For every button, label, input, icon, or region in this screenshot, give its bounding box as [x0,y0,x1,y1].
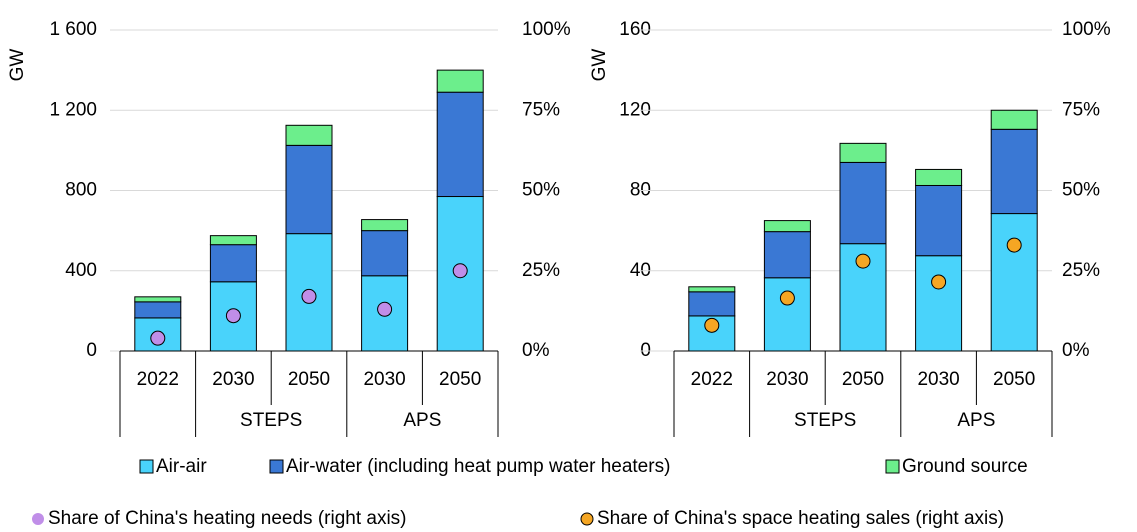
bar-segment [285,124,333,146]
legend-label: Share of China's heating needs (right ax… [48,508,407,529]
bar-segment [436,91,484,198]
share-point [1006,237,1022,253]
x-tick-label: 2030 [917,369,959,390]
y2-tick-label: 0% [522,340,550,361]
bar-segment [361,219,409,232]
share-point [931,274,947,290]
bar-segment [763,231,811,279]
category-group-label: APS [403,410,441,431]
legend-swatch [885,459,900,474]
y2-tick-label: 25% [522,260,560,281]
share-point [225,308,241,324]
y2-tick-label: 25% [1062,260,1100,281]
y2-tick-label: 50% [522,180,560,201]
bar-segment [763,220,811,233]
bar-segment [990,109,1038,130]
bar-segment [915,255,963,352]
legend-swatch [139,459,154,474]
y-tick-label: 120 [619,99,651,120]
bar-segment [134,301,182,319]
bar-segment [436,69,484,93]
y-tick-label: 0 [86,340,97,361]
x-tick-label: 2022 [137,369,179,390]
share-point [377,301,393,317]
share-point [779,290,795,306]
y-tick-label: 1 600 [49,19,97,40]
bar-segment [839,142,887,163]
x-tick-label: 2030 [766,369,808,390]
x-tick-label: 2050 [842,369,884,390]
category-group-label: STEPS [240,410,302,431]
bar-segment [990,128,1038,215]
legend-swatch [269,459,284,474]
legend-label: Air-air [156,456,207,477]
legend-dot [580,512,594,526]
bar-segment [915,168,963,186]
x-tick-label: 2050 [439,369,481,390]
share-point [452,263,468,279]
legend-label: Air-water (including heat pump water hea… [286,456,670,477]
legend-dot [32,513,44,525]
bar-segment [285,144,333,235]
bar-segment [134,296,182,303]
y-axis-label: GW [589,49,610,82]
category-group-label: STEPS [794,410,856,431]
y-axis-label: GW [7,49,28,82]
y2-tick-label: 50% [1062,180,1100,201]
share-point [855,253,871,269]
bar-segment [209,244,257,283]
y2-tick-label: 100% [1062,19,1111,40]
bar-segment [688,286,736,293]
legend-label: Ground source [902,456,1028,477]
x-tick-label: 2050 [288,369,330,390]
bar-segment [839,161,887,245]
bar-segment [209,235,257,246]
y2-tick-label: 0% [1062,340,1090,361]
y-tick-label: 400 [65,260,97,281]
x-tick-label: 2022 [691,369,733,390]
share-point [301,288,317,304]
bar-segment [361,230,409,277]
y2-tick-label: 75% [1062,99,1100,120]
bar-segment [688,291,736,317]
x-tick-label: 2050 [993,369,1035,390]
share-point [150,330,166,346]
legend-label: Share of China's space heating sales (ri… [597,508,1004,529]
category-group-label: APS [957,410,995,431]
x-tick-label: 2030 [212,369,254,390]
y-tick-label: 1 200 [49,99,97,120]
y-tick-label: 800 [65,180,97,201]
bar-segment [915,184,963,257]
y2-tick-label: 75% [522,99,560,120]
share-point [704,317,720,333]
x-tick-label: 2030 [363,369,405,390]
bar-segment [990,213,1038,352]
y2-tick-label: 100% [522,19,571,40]
bar-segment [763,277,811,352]
y-tick-label: 160 [619,19,651,40]
